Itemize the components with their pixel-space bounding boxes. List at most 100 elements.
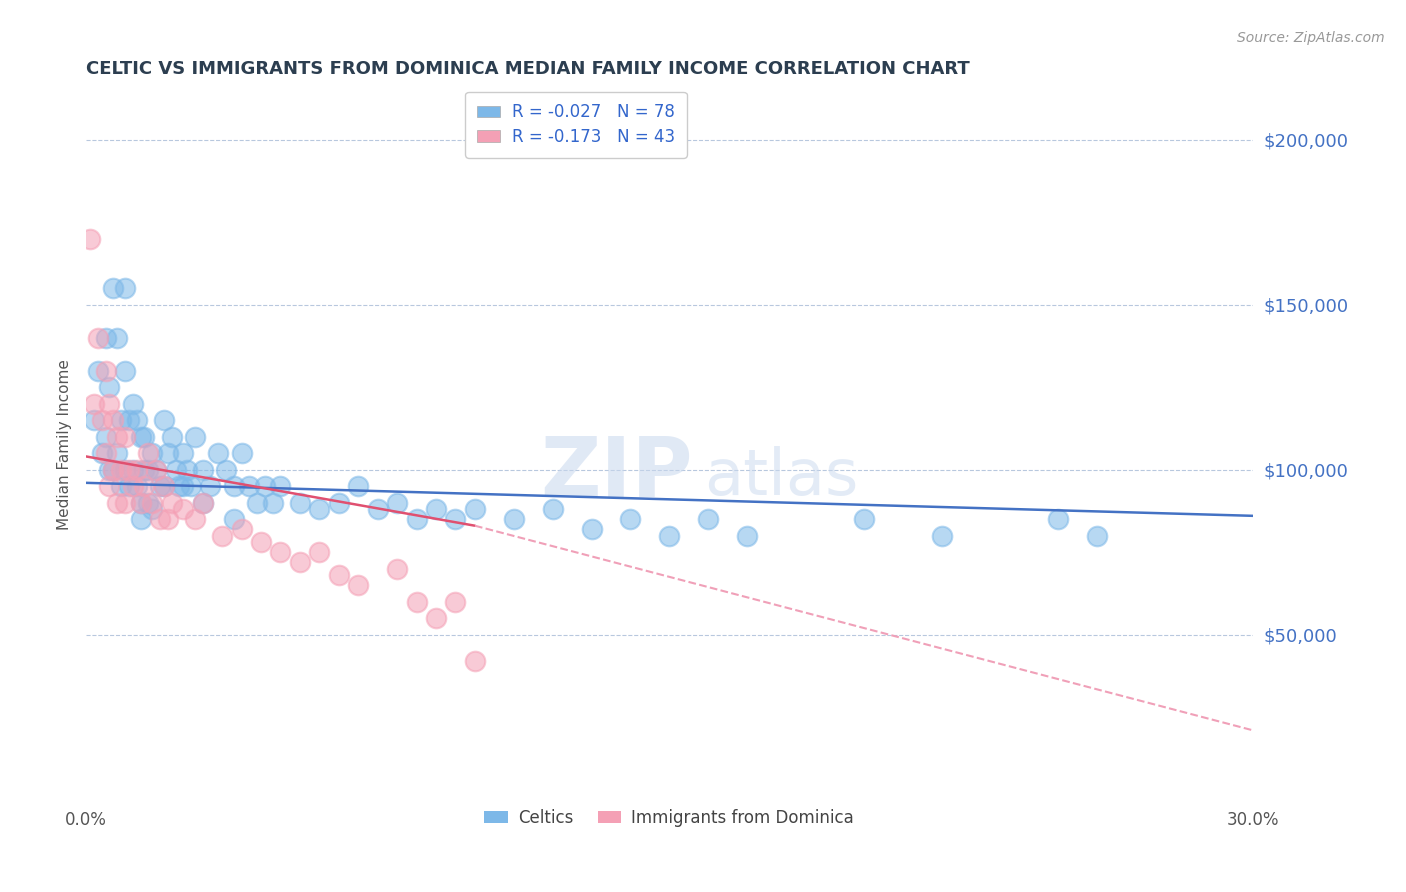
Point <box>149 479 172 493</box>
Point <box>191 495 214 509</box>
Text: atlas: atlas <box>704 446 859 508</box>
Point <box>288 555 311 569</box>
Point <box>269 545 291 559</box>
Point <box>98 462 121 476</box>
Point <box>1047 512 1070 526</box>
Point <box>83 413 105 427</box>
Point <box>129 430 152 444</box>
Point <box>253 479 276 493</box>
Point <box>114 430 136 444</box>
Point <box>79 232 101 246</box>
Text: CELTIC VS IMMIGRANTS FROM DOMINICA MEDIAN FAMILY INCOME CORRELATION CHART: CELTIC VS IMMIGRANTS FROM DOMINICA MEDIA… <box>86 60 970 78</box>
Point <box>121 462 143 476</box>
Point <box>141 502 163 516</box>
Point <box>541 502 564 516</box>
Point <box>250 535 273 549</box>
Point <box>262 495 284 509</box>
Point <box>98 380 121 394</box>
Point <box>246 495 269 509</box>
Point <box>105 446 128 460</box>
Point <box>114 462 136 476</box>
Point <box>153 413 176 427</box>
Point <box>658 528 681 542</box>
Point <box>134 462 156 476</box>
Point <box>172 479 194 493</box>
Point <box>118 413 141 427</box>
Point <box>160 495 183 509</box>
Point <box>619 512 641 526</box>
Point <box>184 512 207 526</box>
Point <box>87 364 110 378</box>
Point <box>90 413 112 427</box>
Point <box>110 462 132 476</box>
Point <box>136 462 159 476</box>
Point <box>105 495 128 509</box>
Point <box>405 594 427 608</box>
Point <box>129 495 152 509</box>
Point <box>931 528 953 542</box>
Point <box>222 512 245 526</box>
Point <box>231 522 253 536</box>
Point <box>129 512 152 526</box>
Point <box>105 430 128 444</box>
Point <box>308 545 330 559</box>
Point <box>347 578 370 592</box>
Point <box>200 479 222 493</box>
Point <box>385 495 408 509</box>
Point <box>191 495 214 509</box>
Point <box>121 479 143 493</box>
Point <box>134 430 156 444</box>
Point <box>129 495 152 509</box>
Point <box>180 479 202 493</box>
Point <box>176 462 198 476</box>
Point <box>169 479 191 493</box>
Point <box>735 528 758 542</box>
Point <box>464 502 486 516</box>
Point <box>136 495 159 509</box>
Point <box>118 462 141 476</box>
Point <box>94 430 117 444</box>
Point <box>83 397 105 411</box>
Point <box>328 495 350 509</box>
Point <box>191 462 214 476</box>
Point <box>145 462 167 476</box>
Point <box>103 281 125 295</box>
Point <box>114 495 136 509</box>
Point <box>238 479 260 493</box>
Point <box>105 331 128 345</box>
Point <box>125 413 148 427</box>
Point <box>110 479 132 493</box>
Point <box>328 568 350 582</box>
Point <box>87 331 110 345</box>
Point <box>425 502 447 516</box>
Point <box>581 522 603 536</box>
Point <box>367 502 389 516</box>
Point <box>90 446 112 460</box>
Point <box>165 462 187 476</box>
Point <box>94 446 117 460</box>
Point <box>94 364 117 378</box>
Point <box>385 561 408 575</box>
Point <box>118 479 141 493</box>
Text: ZIP: ZIP <box>540 433 693 514</box>
Point <box>425 611 447 625</box>
Point <box>156 446 179 460</box>
Point <box>222 479 245 493</box>
Point <box>103 462 125 476</box>
Point <box>852 512 875 526</box>
Point <box>697 512 720 526</box>
Point <box>308 502 330 516</box>
Point <box>347 479 370 493</box>
Point <box>141 495 163 509</box>
Point <box>141 446 163 460</box>
Legend: Celtics, Immigrants from Dominica: Celtics, Immigrants from Dominica <box>478 803 860 834</box>
Point <box>207 446 229 460</box>
Point <box>153 479 176 493</box>
Text: Source: ZipAtlas.com: Source: ZipAtlas.com <box>1237 31 1385 45</box>
Point <box>172 502 194 516</box>
Point <box>125 479 148 493</box>
Point <box>110 413 132 427</box>
Point <box>114 281 136 295</box>
Point <box>134 479 156 493</box>
Point <box>98 479 121 493</box>
